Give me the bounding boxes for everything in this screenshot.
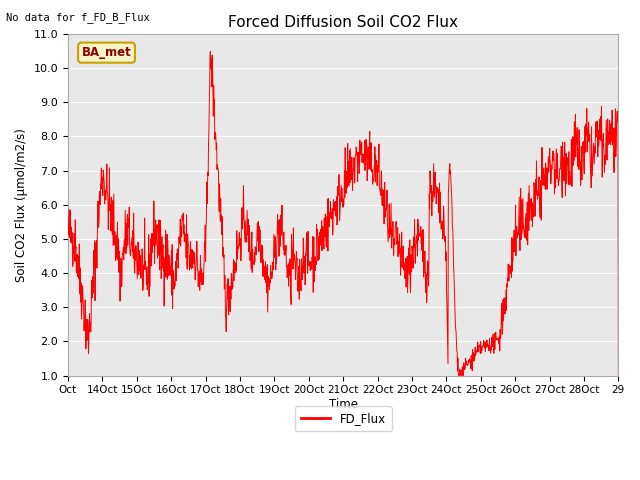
Text: No data for f_FD_B_Flux: No data for f_FD_B_Flux bbox=[6, 12, 150, 23]
Title: Forced Diffusion Soil CO2 Flux: Forced Diffusion Soil CO2 Flux bbox=[228, 15, 458, 30]
Legend: FD_Flux: FD_Flux bbox=[294, 407, 392, 431]
Y-axis label: Soil CO2 Flux (μmol/m2/s): Soil CO2 Flux (μmol/m2/s) bbox=[15, 128, 28, 282]
Text: BA_met: BA_met bbox=[82, 46, 131, 59]
X-axis label: Time: Time bbox=[328, 398, 358, 411]
